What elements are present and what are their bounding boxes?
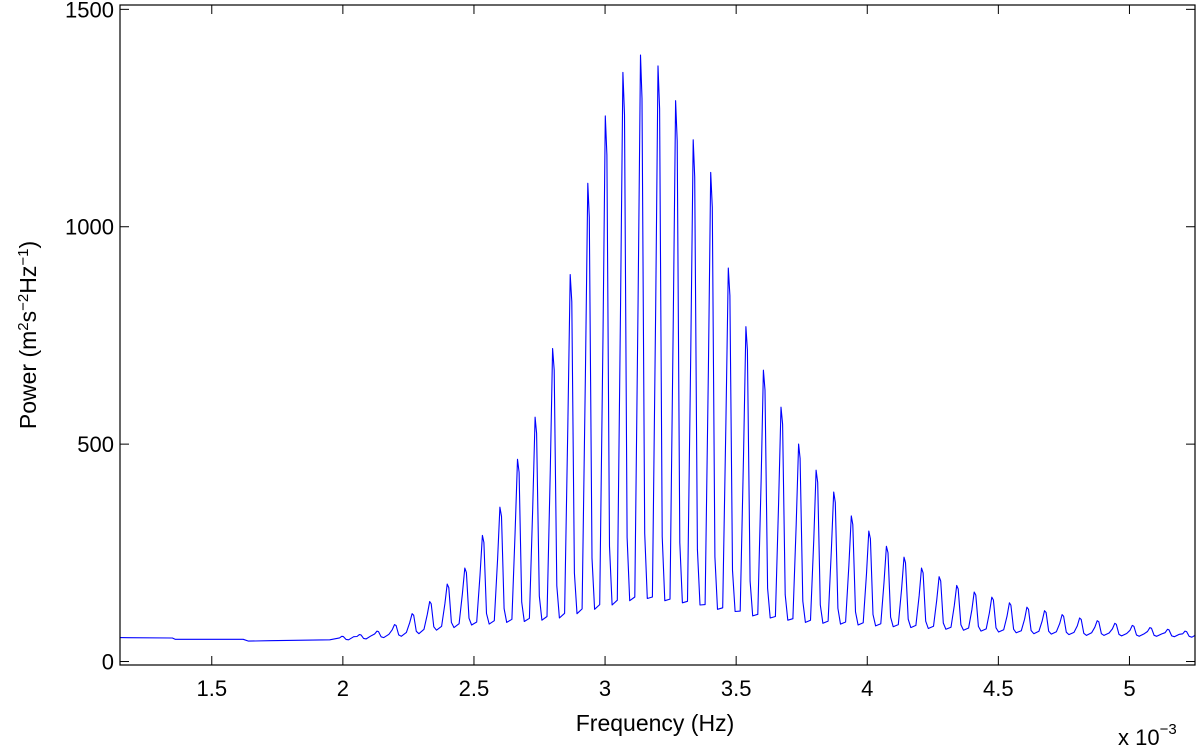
x-tick-label: 1.5	[196, 676, 227, 701]
tick-label-layer: 1.5 2 2.5 3 3.5 4 4.5 5 0 500 1000 1500	[65, 0, 1136, 701]
x-tick-label: 3.5	[721, 676, 752, 701]
series-layer	[119, 54, 1196, 642]
x-tick-label: 5	[1123, 676, 1135, 701]
series-line-0	[119, 54, 1196, 642]
y-axis-label: Power (m2s−2Hz−1)	[15, 241, 42, 429]
x-tick-label: 2	[337, 676, 349, 701]
y-tick-label: 1000	[65, 215, 114, 240]
y-tick-label: 1500	[65, 0, 114, 22]
x-tick-label: 2.5	[459, 676, 490, 701]
x-tick-label: 4	[861, 676, 873, 701]
x-axis-multiplier: x 10−3	[1118, 721, 1177, 750]
x-axis-label: Frequency (Hz)	[576, 710, 734, 736]
x-tick-label: 3	[599, 676, 611, 701]
x-tick-label: 4.5	[983, 676, 1014, 701]
y-tick-label: 500	[77, 432, 114, 457]
tick-layer	[120, 5, 1195, 665]
y-tick-label: 0	[102, 650, 114, 675]
plot-frame	[119, 4, 1196, 666]
